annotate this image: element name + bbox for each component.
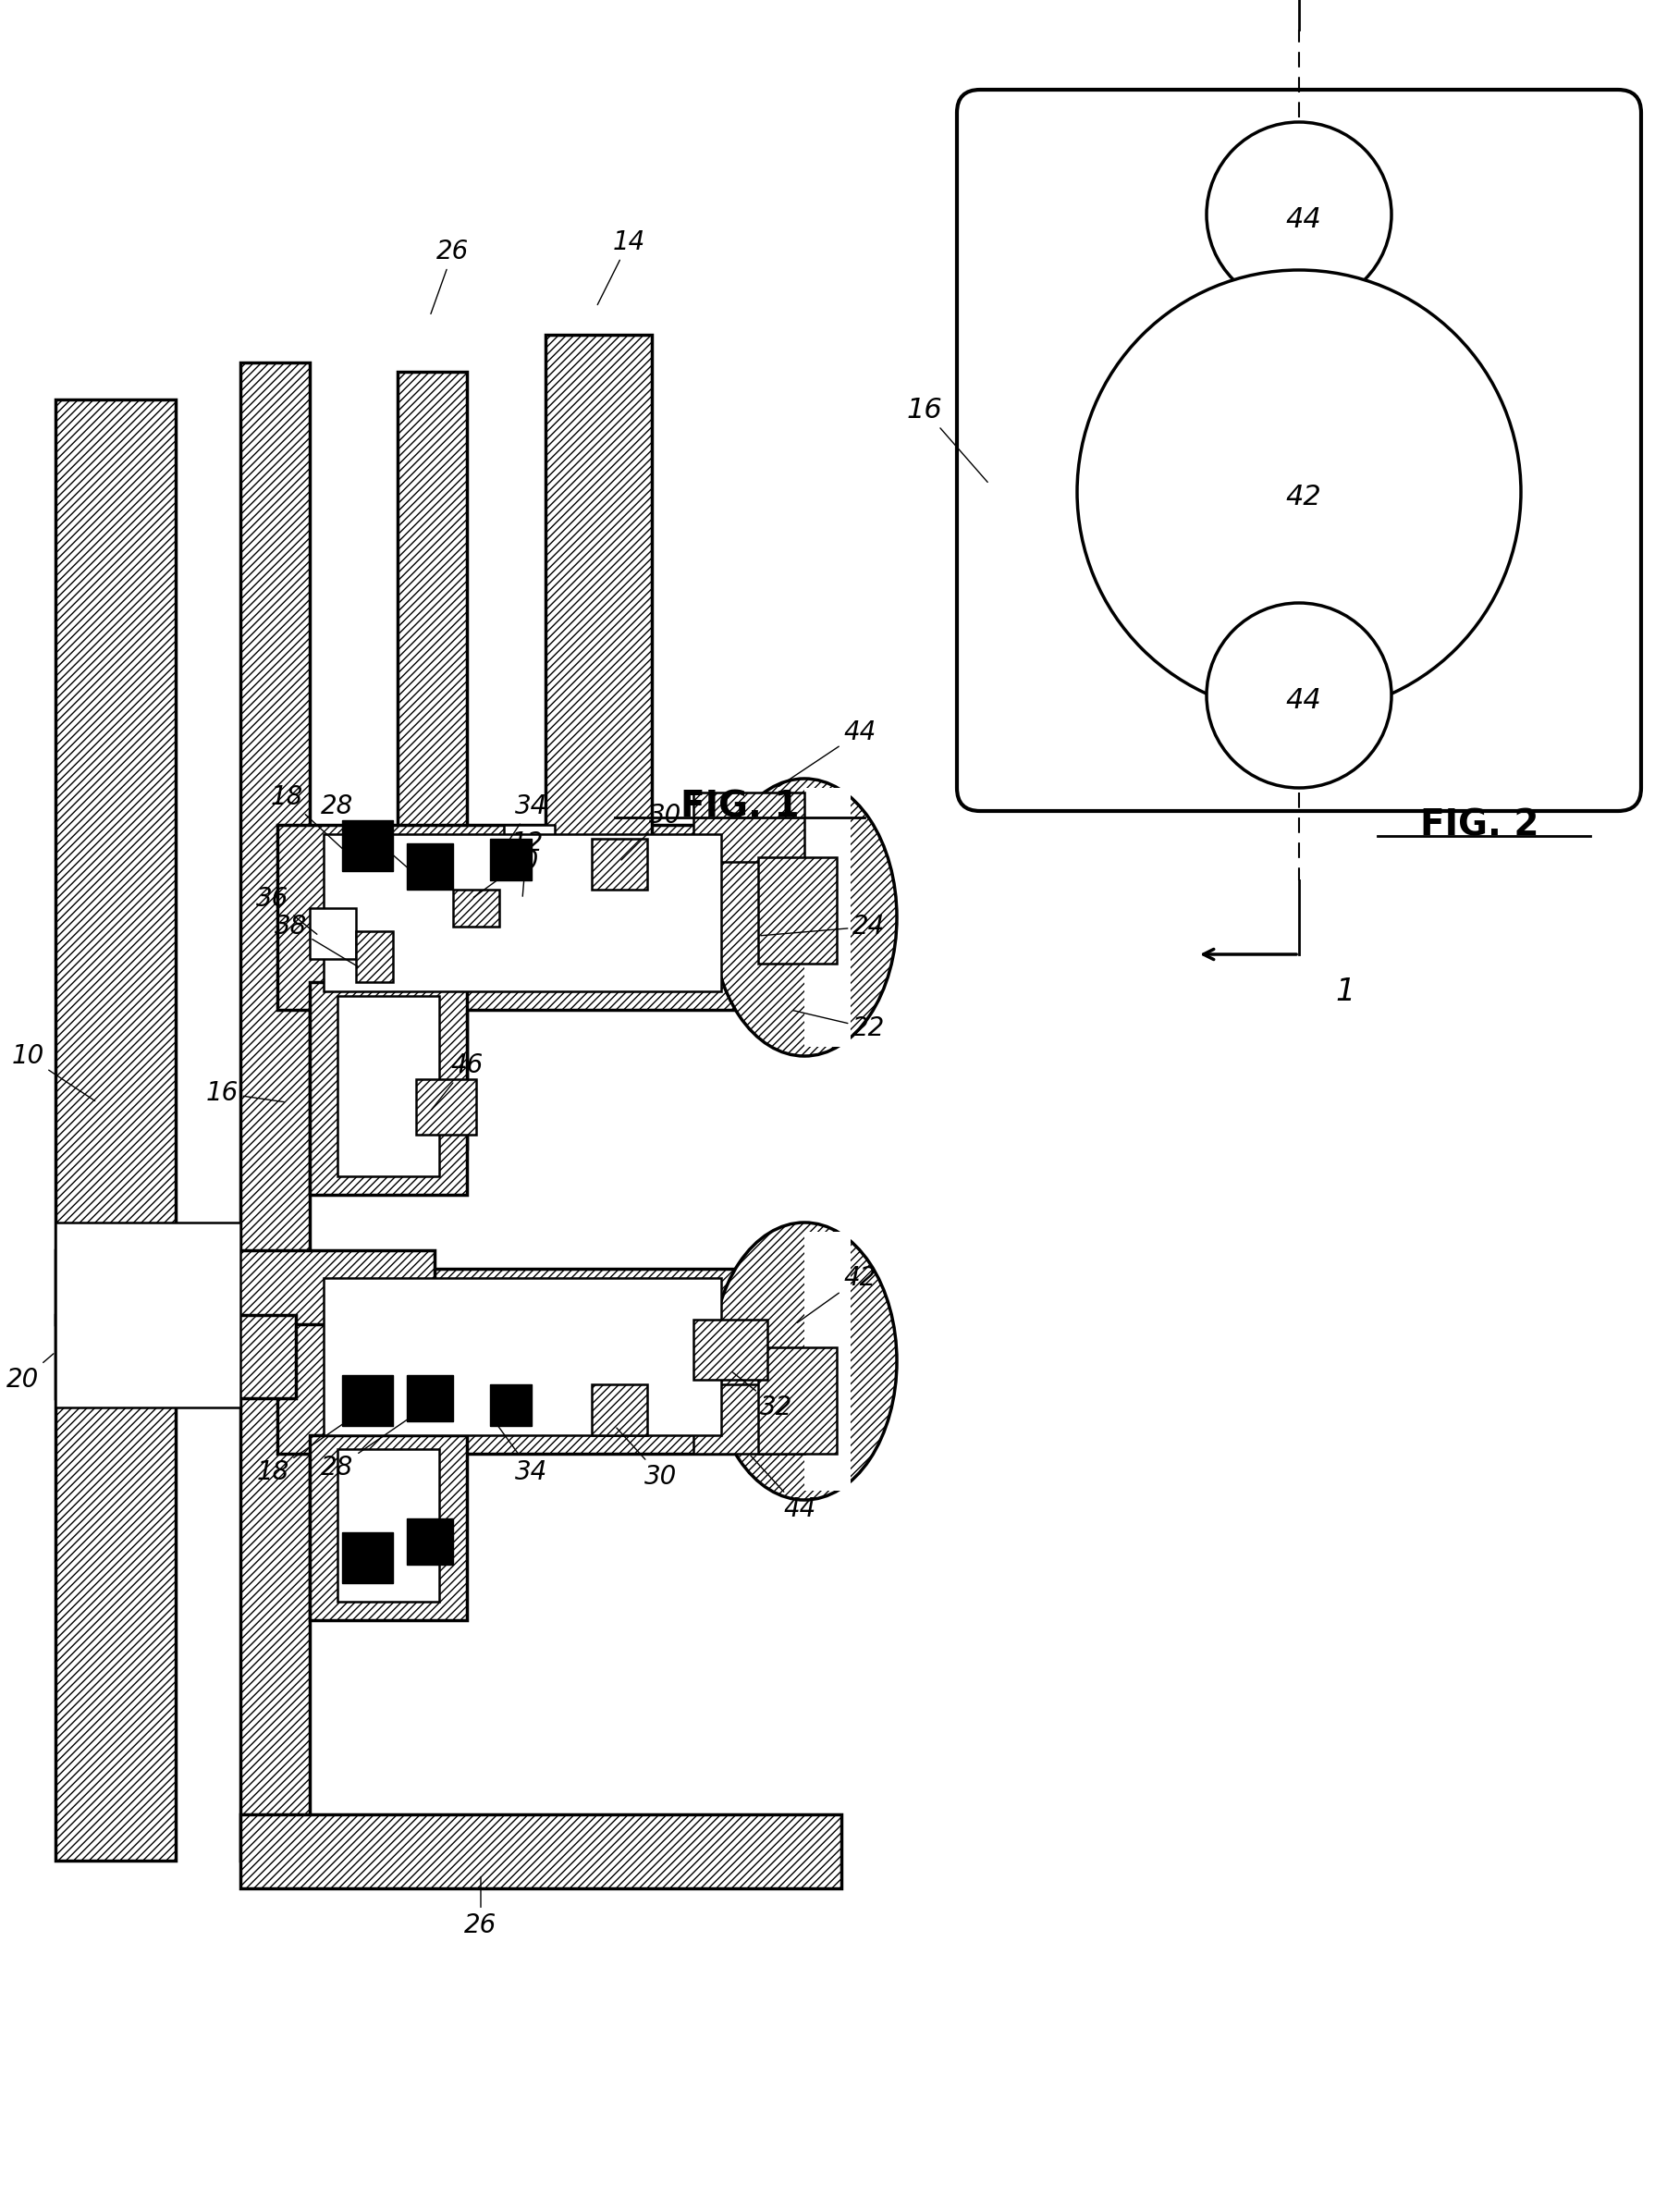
- Text: 16: 16: [205, 1079, 283, 1106]
- Bar: [240, 363, 310, 1860]
- Bar: [357, 931, 393, 982]
- Text: 32: 32: [732, 1371, 793, 1420]
- Bar: [592, 838, 647, 889]
- Bar: [758, 1347, 837, 1453]
- Text: 42: 42: [1285, 482, 1322, 511]
- Text: 18: 18: [270, 785, 345, 852]
- Text: 36: 36: [257, 887, 317, 933]
- Bar: [342, 821, 393, 872]
- Bar: [490, 838, 532, 880]
- Bar: [417, 1079, 477, 1135]
- Bar: [55, 400, 175, 1860]
- Ellipse shape: [1207, 604, 1392, 787]
- Text: 26: 26: [465, 1878, 497, 1938]
- FancyBboxPatch shape: [957, 91, 1640, 812]
- Bar: [490, 1385, 532, 1427]
- Bar: [503, 825, 555, 927]
- Bar: [310, 1436, 467, 1619]
- Bar: [407, 1517, 453, 1564]
- Bar: [342, 1533, 393, 1584]
- Bar: [693, 1385, 805, 1453]
- Bar: [337, 995, 438, 1177]
- Bar: [342, 821, 393, 872]
- Text: 1: 1: [1335, 975, 1355, 1006]
- Text: 34: 34: [497, 794, 548, 860]
- Bar: [310, 982, 467, 1194]
- Text: 20: 20: [7, 1354, 53, 1394]
- Bar: [310, 909, 357, 960]
- Text: 34: 34: [497, 1422, 548, 1484]
- Bar: [805, 787, 850, 1046]
- Bar: [693, 1321, 767, 1380]
- Bar: [407, 843, 453, 889]
- Text: 16: 16: [907, 396, 987, 482]
- Bar: [55, 1314, 295, 1398]
- Bar: [758, 858, 837, 964]
- Text: 18: 18: [257, 1422, 345, 1484]
- Text: FIG. 1: FIG. 1: [680, 790, 798, 823]
- Ellipse shape: [712, 779, 897, 1055]
- Text: 10: 10: [12, 1044, 95, 1102]
- Bar: [407, 843, 453, 889]
- Text: 26: 26: [430, 239, 470, 314]
- Bar: [490, 838, 532, 880]
- Bar: [545, 334, 652, 843]
- Text: 44: 44: [750, 1455, 817, 1522]
- Text: 42: 42: [797, 1265, 877, 1323]
- Text: 30: 30: [622, 803, 682, 860]
- Bar: [490, 1385, 532, 1427]
- Text: 14: 14: [597, 230, 645, 305]
- Text: 44: 44: [1285, 206, 1322, 232]
- Bar: [407, 1517, 453, 1564]
- Bar: [342, 1376, 393, 1427]
- Bar: [323, 1279, 722, 1436]
- Ellipse shape: [1207, 122, 1392, 307]
- Text: 28: 28: [322, 1418, 410, 1480]
- Bar: [407, 1376, 453, 1422]
- Bar: [337, 1449, 438, 1601]
- Text: FIG. 2: FIG. 2: [1420, 807, 1539, 843]
- Text: 22: 22: [793, 1011, 885, 1042]
- Text: 24: 24: [760, 914, 885, 940]
- Bar: [453, 889, 500, 927]
- Bar: [805, 1232, 850, 1491]
- Bar: [240, 1814, 842, 1889]
- Bar: [277, 825, 805, 1011]
- Text: 44: 44: [778, 719, 877, 787]
- Ellipse shape: [1077, 270, 1520, 714]
- Text: 38: 38: [275, 914, 358, 967]
- Ellipse shape: [712, 1223, 897, 1500]
- Text: 28: 28: [322, 794, 410, 869]
- Bar: [693, 792, 805, 863]
- Bar: [592, 1385, 647, 1436]
- Bar: [55, 1250, 435, 1325]
- Bar: [55, 1223, 240, 1407]
- Text: 46: 46: [432, 1053, 483, 1110]
- Bar: [397, 372, 467, 1148]
- Bar: [323, 834, 722, 991]
- Text: 30: 30: [617, 1429, 677, 1489]
- Text: 44: 44: [1285, 686, 1322, 714]
- Bar: [342, 1376, 393, 1427]
- Text: 40: 40: [473, 849, 538, 898]
- Text: 12: 12: [510, 830, 543, 896]
- Bar: [407, 1376, 453, 1422]
- Bar: [342, 1533, 393, 1584]
- Bar: [277, 1270, 805, 1453]
